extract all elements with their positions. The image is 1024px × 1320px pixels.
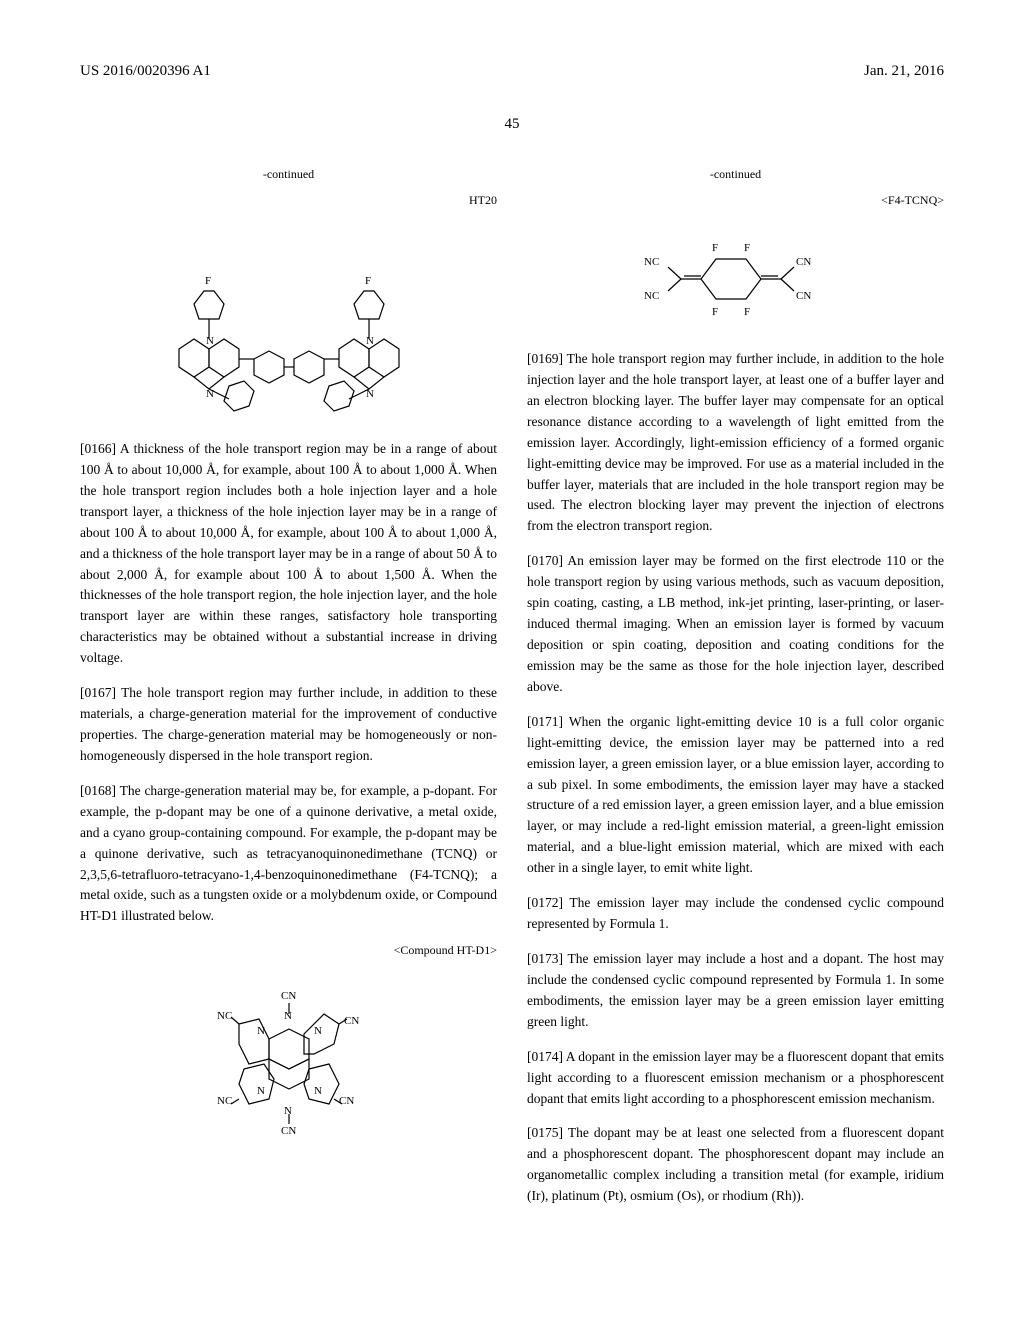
svg-text:CN: CN: [339, 1095, 354, 1107]
paragraph-0170: [0170] An emission layer may be formed o…: [527, 551, 944, 697]
paragraph-0168: [0168] The charge-generation material ma…: [80, 781, 497, 927]
paragraph-0175: [0175] The dopant may be at least one se…: [527, 1123, 944, 1207]
paragraph-0172: [0172] The emission layer may include th…: [527, 893, 944, 935]
paragraph-0173: [0173] The emission layer may include a …: [527, 949, 944, 1033]
svg-text:F: F: [205, 275, 211, 287]
paragraph-0169: [0169] The hole transport region may fur…: [527, 349, 944, 537]
svg-text:N: N: [257, 1085, 265, 1097]
continued-label-right: -continued: [527, 165, 944, 183]
svg-text:N: N: [314, 1085, 322, 1097]
svg-text:F: F: [365, 275, 371, 287]
svg-text:CN: CN: [281, 1125, 296, 1137]
svg-text:CN: CN: [796, 290, 811, 302]
page-number: 45: [80, 113, 944, 136]
svg-text:CN: CN: [281, 990, 296, 1002]
svg-text:NC: NC: [644, 256, 659, 268]
svg-text:CN: CN: [796, 256, 811, 268]
content-columns: -continued HT20 F N N: [80, 165, 944, 1221]
header-left: US 2016/0020396 A1: [80, 60, 211, 83]
f4tcnq-label: <F4-TCNQ>: [527, 191, 944, 209]
right-column: -continued <F4-TCNQ> NC NC: [527, 165, 944, 1221]
page-header: US 2016/0020396 A1 Jan. 21, 2016: [80, 60, 944, 83]
chemical-structure-ht20: F N N F N: [80, 219, 497, 419]
svg-text:NC: NC: [644, 290, 659, 302]
svg-text:F: F: [744, 242, 750, 254]
paragraph-0167: [0167] The hole transport region may fur…: [80, 683, 497, 767]
svg-text:F: F: [712, 306, 718, 318]
paragraph-0174: [0174] A dopant in the emission layer ma…: [527, 1047, 944, 1110]
left-column: -continued HT20 F N N: [80, 165, 497, 1221]
svg-text:CN: CN: [344, 1015, 359, 1027]
chemical-structure-htd1: N N N N N N NC CN NC CN CN CN: [80, 969, 497, 1149]
svg-text:N: N: [314, 1025, 322, 1037]
paragraph-0166: [0166] A thickness of the hole transport…: [80, 439, 497, 669]
svg-text:F: F: [712, 242, 718, 254]
paragraph-0171: [0171] When the organic light-emitting d…: [527, 712, 944, 879]
svg-text:F: F: [744, 306, 750, 318]
chemical-structure-f4tcnq: NC NC CN CN F F F F: [527, 219, 944, 329]
svg-text:N: N: [284, 1010, 292, 1022]
svg-text:NC: NC: [217, 1095, 232, 1107]
svg-text:N: N: [257, 1025, 265, 1037]
svg-text:N: N: [206, 388, 214, 400]
htd1-label: <Compound HT-D1>: [80, 941, 497, 959]
ht20-label: HT20: [80, 191, 497, 209]
svg-text:N: N: [284, 1105, 292, 1117]
svg-text:N: N: [366, 388, 374, 400]
header-right: Jan. 21, 2016: [864, 60, 944, 83]
svg-text:NC: NC: [217, 1010, 232, 1022]
svg-text:N: N: [206, 335, 214, 347]
svg-text:N: N: [366, 335, 374, 347]
continued-label: -continued: [80, 165, 497, 183]
